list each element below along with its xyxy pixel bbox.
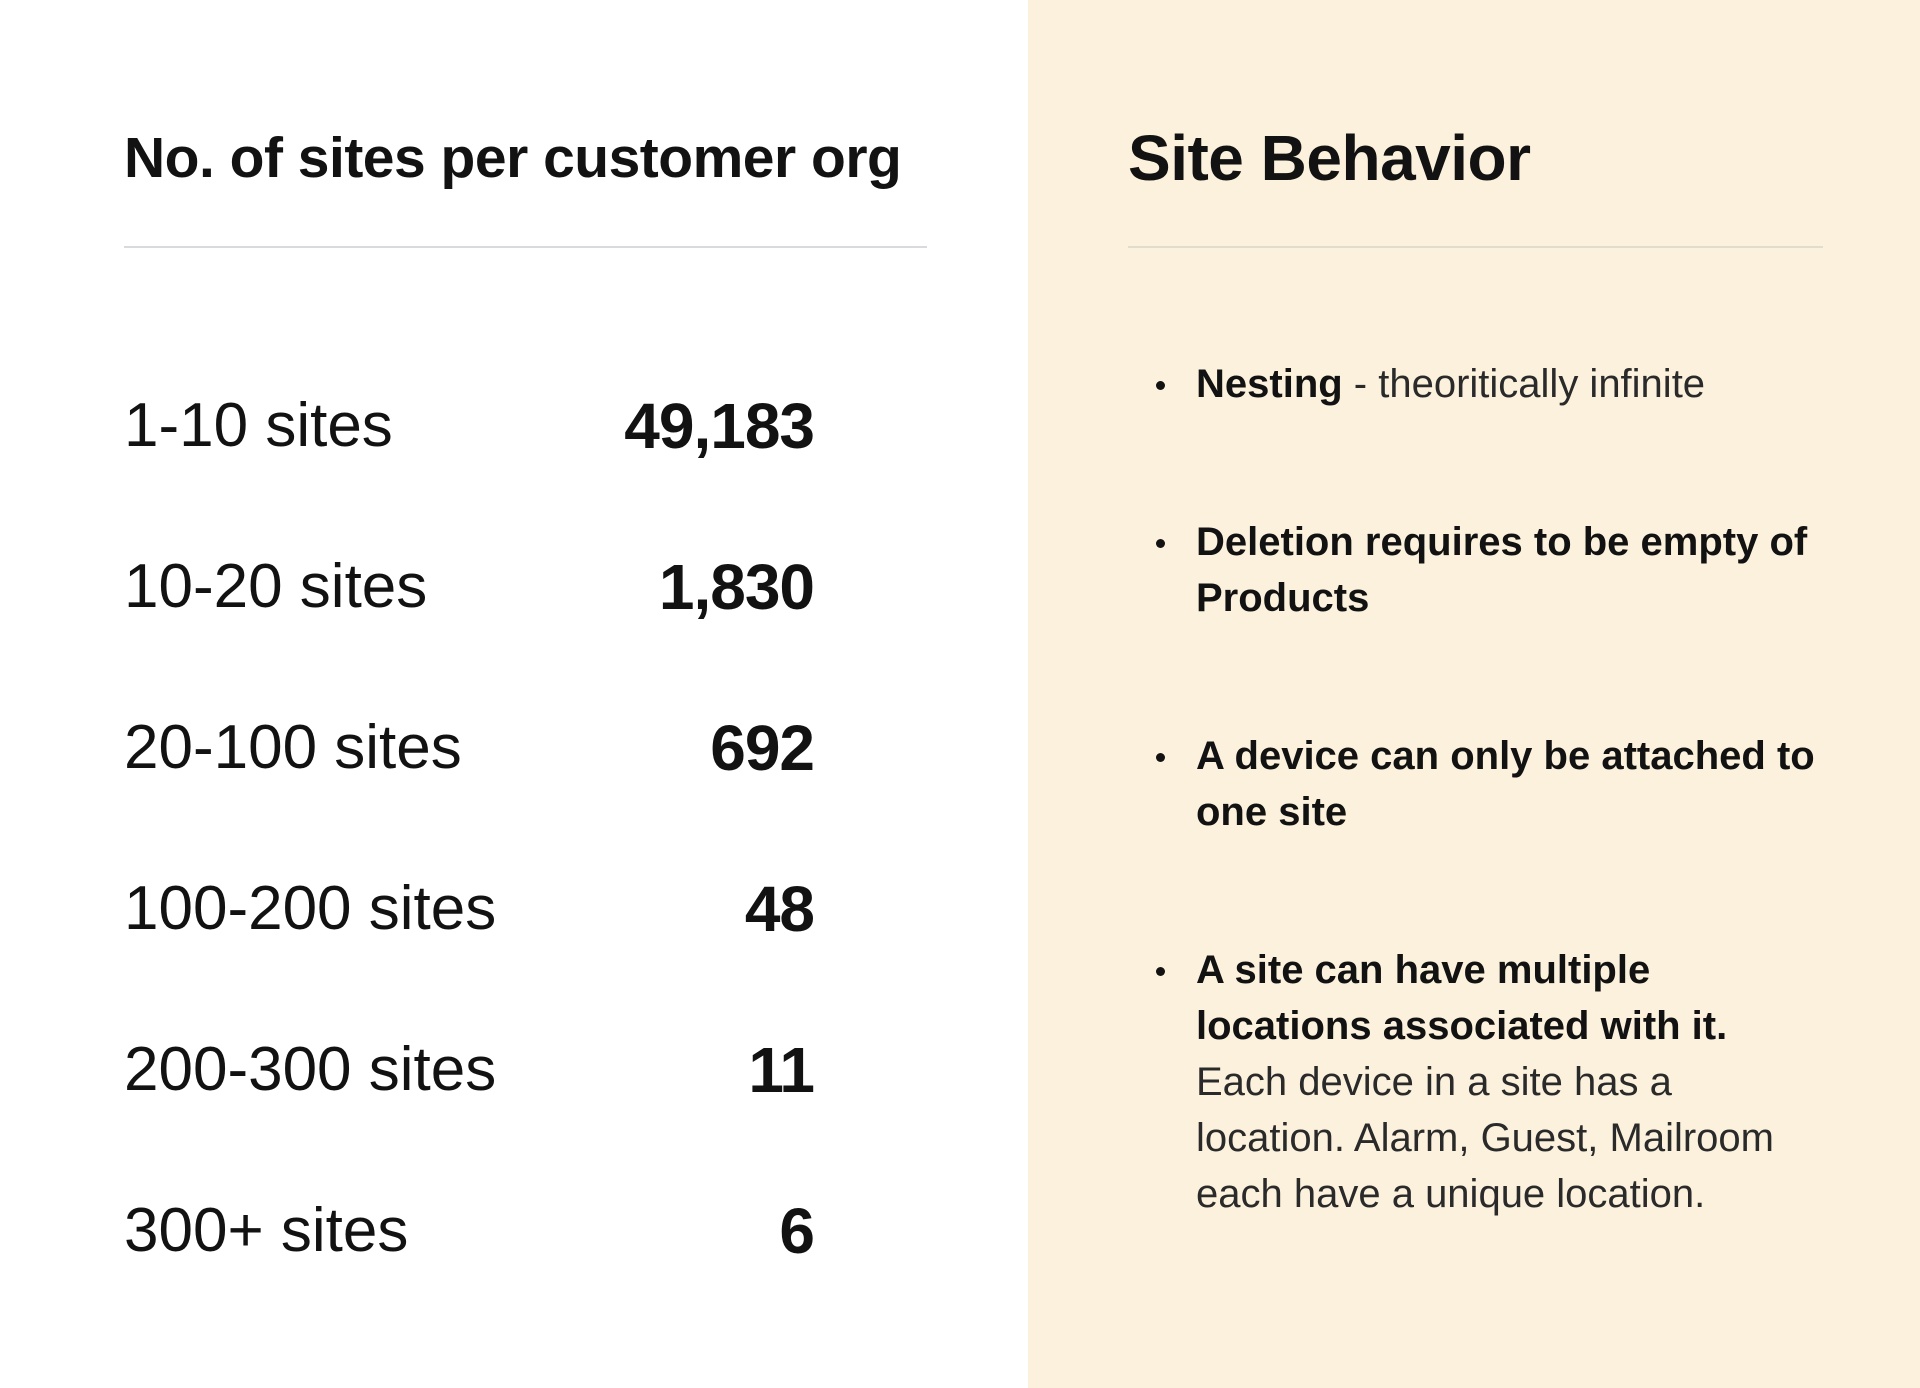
site-count-value: 1,830 bbox=[658, 550, 815, 623]
site-count-row: 200-300 sites 11 bbox=[124, 989, 815, 1150]
site-count-title: No. of sites per customer org bbox=[124, 126, 902, 190]
behavior-item-heading: A device can only be attached to one sit… bbox=[1196, 734, 1815, 834]
site-count-value: 692 bbox=[710, 711, 815, 784]
behavior-item-heading: A site can have multiple locations assoc… bbox=[1196, 948, 1728, 1048]
site-count-value: 49,183 bbox=[624, 389, 815, 462]
site-count-row: 100-200 sites 48 bbox=[124, 828, 815, 989]
bullet-dot-icon bbox=[1156, 381, 1165, 390]
site-count-value: 48 bbox=[744, 872, 815, 945]
site-count-panel: No. of sites per customer org 1-10 sites… bbox=[124, 126, 927, 1311]
site-range-label: 100-200 sites bbox=[124, 873, 497, 943]
site-count-value: 6 bbox=[779, 1194, 815, 1267]
site-count-list: 1-10 sites 49,183 10-20 sites 1,830 20-1… bbox=[124, 345, 815, 1311]
behavior-item-heading: Nesting bbox=[1196, 362, 1343, 406]
site-behavior-divider bbox=[1128, 246, 1823, 248]
behavior-item-separator: - bbox=[1342, 362, 1379, 406]
site-count-value: 11 bbox=[748, 1033, 815, 1106]
site-behavior-list: Nesting - theoritically infinite Deletio… bbox=[1128, 356, 1828, 1222]
site-count-row: 20-100 sites 692 bbox=[124, 667, 815, 828]
behavior-item-deletion: Deletion requires to be empty of Product… bbox=[1128, 514, 1828, 626]
site-range-label: 20-100 sites bbox=[124, 712, 462, 782]
site-behavior-title: Site Behavior bbox=[1128, 122, 1531, 194]
site-count-row: 10-20 sites 1,830 bbox=[124, 506, 815, 667]
site-range-label: 200-300 sites bbox=[124, 1034, 497, 1104]
site-count-row: 1-10 sites 49,183 bbox=[124, 345, 815, 506]
site-count-divider bbox=[124, 246, 927, 248]
behavior-item-locations: A site can have multiple locations assoc… bbox=[1128, 942, 1828, 1222]
behavior-item-description: Each device in a site has a location. Al… bbox=[1196, 1060, 1774, 1216]
behavior-item-heading: Deletion requires to be empty of Product… bbox=[1196, 520, 1808, 620]
site-range-label: 1-10 sites bbox=[124, 390, 393, 460]
bullet-dot-icon bbox=[1156, 967, 1165, 976]
site-range-label: 300+ sites bbox=[124, 1195, 409, 1265]
bullet-dot-icon bbox=[1156, 753, 1165, 762]
behavior-item-description: theoritically infinite bbox=[1378, 362, 1706, 406]
site-range-label: 10-20 sites bbox=[124, 551, 428, 621]
behavior-item-device-attachment: A device can only be attached to one sit… bbox=[1128, 728, 1828, 840]
bullet-dot-icon bbox=[1156, 539, 1165, 548]
site-behavior-panel: Site Behavior Nesting - theoritically in… bbox=[1028, 0, 1920, 1388]
behavior-item-nesting: Nesting - theoritically infinite bbox=[1128, 356, 1828, 412]
site-count-row: 300+ sites 6 bbox=[124, 1150, 815, 1311]
